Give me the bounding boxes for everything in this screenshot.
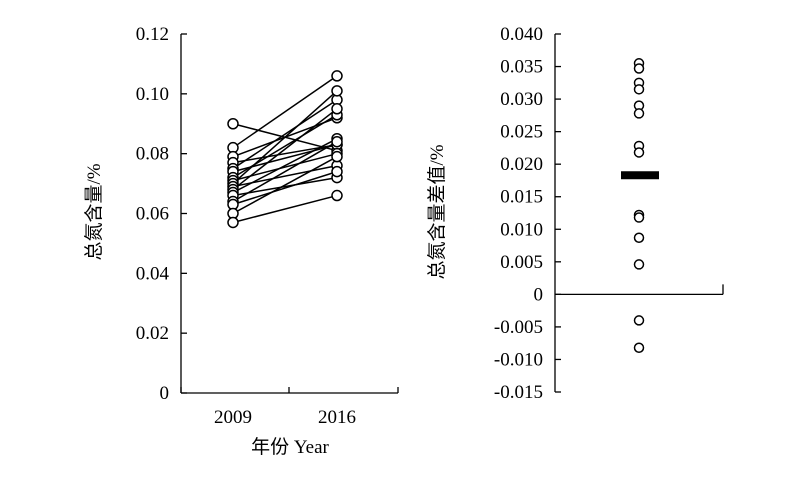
- left-y-tick-label: 0.06: [136, 204, 169, 225]
- right-axes: [554, 34, 724, 392]
- left-series-line: [232, 156, 338, 215]
- left-x-axis-title: 年份 Year: [251, 436, 329, 458]
- right-y-tick-label: 0.005: [500, 252, 543, 273]
- right-y-tick-label: 0.030: [500, 89, 543, 110]
- right-y-tick-label: 0.035: [500, 57, 543, 78]
- right-y-tick-label: 0.015: [500, 187, 543, 208]
- left-chart-total-nitrogen-by-year: 0 0.02 0.04 0.06 0.08 0.10 0.12 2009 2016 总氮含量/%…: [83, 24, 399, 458]
- left-x-tick-label: 2016: [318, 407, 356, 428]
- left-y-tick-label: 0.02: [136, 323, 169, 344]
- right-difference-point: [633, 84, 645, 95]
- left-point-2009: [227, 118, 239, 130]
- right-y-tick-label: 0.020: [500, 154, 543, 175]
- left-y-ticks: 0 0.02 0.04 0.06 0.08 0.10 0.12 2009 2016: [136, 24, 356, 428]
- left-series-line: [232, 176, 338, 197]
- right-y-tick-label: 0: [534, 284, 544, 305]
- left-series-line: [232, 99, 338, 170]
- left-point-2016: [331, 165, 343, 178]
- right-y-tick-label: -0.010: [494, 349, 543, 370]
- right-y-ticks: 0.040 0.035 0.030 0.025 0.020 0.015 0.010 0.005…: [494, 24, 561, 403]
- right-y-axis-title: 总氮含量差值/%: [426, 144, 448, 279]
- left-x-tick-label: 2009: [214, 407, 252, 428]
- left-series-line: [232, 141, 338, 203]
- left-series-line: [232, 108, 338, 191]
- right-y-tick-label: 0.010: [500, 219, 543, 240]
- right-y-tick-label: -0.005: [494, 317, 543, 338]
- left-point-2016: [331, 103, 343, 115]
- left-series-line: [232, 170, 338, 206]
- left-point-2016: [331, 150, 343, 163]
- left-y-tick-label: 0.04: [136, 263, 170, 284]
- right-series-points: [621, 58, 659, 353]
- right-difference-point: [633, 147, 645, 158]
- left-point-2016: [331, 85, 343, 97]
- right-difference-point: [633, 259, 645, 270]
- left-y-tick-label: 0.12: [136, 24, 169, 45]
- right-difference-point: [633, 315, 645, 326]
- left-axes: [180, 34, 399, 394]
- right-mean-bar: [621, 171, 659, 180]
- right-difference-point: [633, 63, 645, 74]
- left-y-tick-label: 0: [160, 383, 170, 404]
- right-difference-point: [633, 212, 645, 223]
- left-series-points: [227, 70, 343, 229]
- left-series-line: [232, 138, 338, 194]
- left-point-2016: [331, 135, 343, 148]
- left-y-tick-label: 0.08: [136, 144, 169, 165]
- left-series-line: [232, 90, 338, 185]
- right-difference-point: [633, 232, 645, 243]
- right-y-tick-label: 0.025: [500, 122, 543, 143]
- left-series-line: [232, 75, 338, 149]
- right-y-tick-label: -0.015: [494, 382, 543, 403]
- left-y-tick-label: 0.10: [136, 84, 169, 105]
- right-y-tick-label: 0.040: [500, 24, 543, 45]
- right-chart-total-nitrogen-difference: 0.040 0.035 0.030 0.025 0.020 0.015 0.010 0.005…: [426, 24, 724, 403]
- left-series-lines: [232, 75, 338, 224]
- left-y-axis-title: 总氮含量/%: [83, 163, 105, 260]
- left-point-2009: [227, 216, 239, 229]
- left-series-line: [232, 194, 338, 224]
- right-difference-point: [633, 108, 645, 119]
- right-difference-point: [633, 342, 645, 353]
- left-point-2016: [331, 70, 343, 82]
- left-point-2016: [331, 189, 343, 202]
